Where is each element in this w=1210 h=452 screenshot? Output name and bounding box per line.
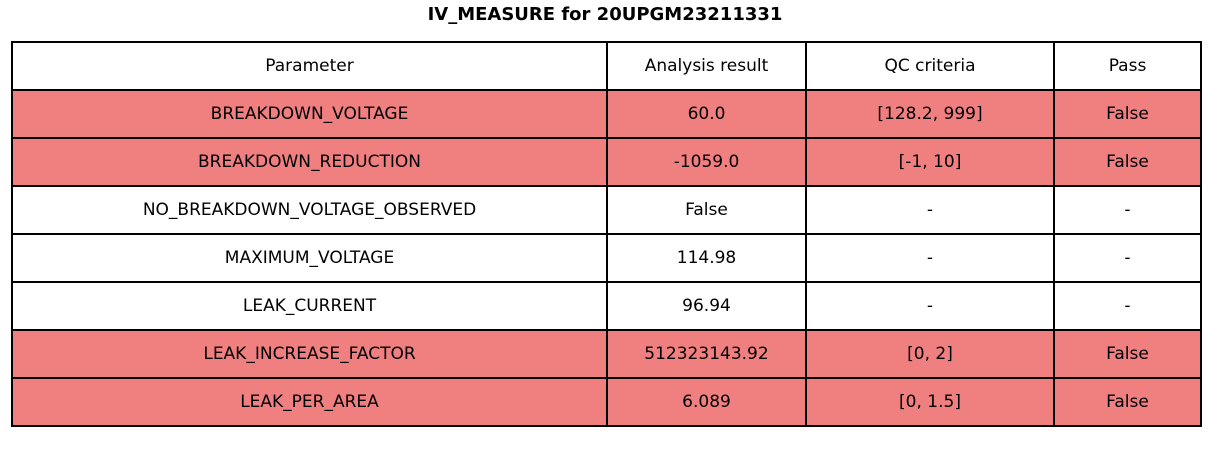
qc-criteria-cell: [0, 1.5] [805,377,1055,427]
table-body: BREAKDOWN_VOLTAGE 60.0 [128.2, 999] False BR… [11,89,1202,427]
table-row: NO_BREAKDOWN_VOLTAGE_OBSERVED False - - [11,185,1202,235]
pass-cell: - [1053,281,1202,331]
analysis-result-cell: -1059.0 [606,137,807,187]
col-header-parameter: Parameter [11,41,608,91]
parameter-cell: LEAK_PER_AREA [11,377,608,427]
qc-criteria-cell: [0, 2] [805,329,1055,379]
pass-cell: False [1053,377,1202,427]
table-row: LEAK_CURRENT 96.94- - [11,281,1202,331]
qc-criteria-cell: - [805,185,1055,235]
table-row: BREAKDOWN_VOLTAGE 60.0 [128.2, 999] False [11,89,1202,139]
pass-cell: - [1053,233,1202,283]
pass-cell: - [1053,185,1202,235]
table-row: LEAK_PER_AREA 6.089 [0, 1.5] False [11,377,1202,427]
analysis-result-cell: 96.94 [606,281,807,331]
parameter-cell: MAXIMUM_VOLTAGE [11,233,608,283]
analysis-result-cell: False [606,185,807,235]
col-header-qc-criteria: QC criteria [805,41,1055,91]
analysis-result-cell: 512323143.92 [606,329,807,379]
analysis-result-cell: 114.98 [606,233,807,283]
parameter-cell: NO_BREAKDOWN_VOLTAGE_OBSERVED [11,185,608,235]
qc-criteria-cell: [128.2, 999] [805,89,1055,139]
table-row: LEAK_INCREASE_FACTOR 512323143.92 [0, 2] Fa… [11,329,1202,379]
pass-cell: False [1053,137,1202,187]
page-title: IV_MEASURE for 20UPGM23211331 [427,4,783,25]
analysis-result-cell: 6.089 [606,377,807,427]
header-row: Parameter Analysis result QC criteria Pa… [11,41,1202,91]
pass-cell: False [1053,89,1202,139]
analysis-result-cell: 60.0 [606,89,807,139]
qc-criteria-cell: [-1, 10] [805,137,1055,187]
col-header-analysis-result: Analysis result [606,41,807,91]
qc-criteria-cell: - [805,281,1055,331]
parameter-cell: BREAKDOWN_REDUCTION [11,137,608,187]
table-row: MAXIMUM_VOLTAGE 114.98- - [11,233,1202,283]
parameter-cell: BREAKDOWN_VOLTAGE [11,89,608,139]
table-row: BREAKDOWN_REDUCTION -1059.0 [-1, 10] False [11,137,1202,187]
qc-results-table: Parameter Analysis result QC criteria Pa… [11,41,1202,427]
pass-cell: False [1053,329,1202,379]
parameter-cell: LEAK_CURRENT [11,281,608,331]
qc-criteria-cell: - [805,233,1055,283]
parameter-cell: LEAK_INCREASE_FACTOR [11,329,608,379]
col-header-pass: Pass [1053,41,1202,91]
